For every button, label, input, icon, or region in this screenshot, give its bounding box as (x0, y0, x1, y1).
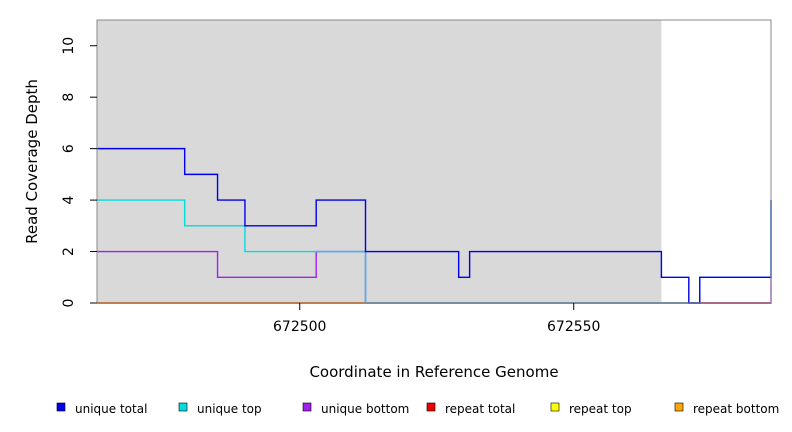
x-axis: 672500672550672600672650 (273, 303, 600, 335)
y-tick-label: 2 (61, 247, 77, 256)
y-axis: 0 2 4 6 8 10 (61, 37, 97, 308)
plot-frame (96, 19, 772, 304)
x-tick-label: 672550 (547, 319, 600, 335)
legend-item: repeat bottom (674, 402, 779, 416)
legend: unique total unique top unique bottom repea… (56, 402, 779, 416)
y-tick-label: 6 (61, 144, 77, 153)
legend-item: repeat total (426, 402, 515, 416)
legend-swatch (426, 402, 436, 412)
legend-swatch (674, 402, 684, 412)
legend-label: unique top (197, 402, 262, 416)
legend-label: unique total (75, 402, 147, 416)
y-axis-label: Read Coverage Depth (23, 79, 41, 244)
legend-item: unique total (56, 402, 147, 416)
legend-item: repeat top (550, 402, 632, 416)
y-tick-label: 0 (61, 299, 77, 308)
shaded-regions (97, 20, 662, 303)
legend-label: repeat total (445, 402, 515, 416)
legend-label: repeat bottom (693, 402, 779, 416)
y-tick-label: 8 (61, 93, 77, 102)
legend-item: unique bottom (302, 402, 409, 416)
y-tick-label: 4 (61, 196, 77, 205)
shaded-region-0 (97, 20, 662, 303)
legend-label: repeat top (569, 402, 632, 416)
legend-label: unique bottom (321, 402, 409, 416)
legend-swatch (178, 402, 188, 412)
x-axis-label: Coordinate in Reference Genome (309, 363, 558, 381)
legend-swatch (56, 402, 66, 412)
legend-item: unique top (178, 402, 262, 416)
legend-swatch (302, 402, 312, 412)
y-tick-label: 10 (61, 37, 77, 55)
legend-swatch (550, 402, 560, 412)
x-tick-label: 672500 (273, 319, 326, 335)
